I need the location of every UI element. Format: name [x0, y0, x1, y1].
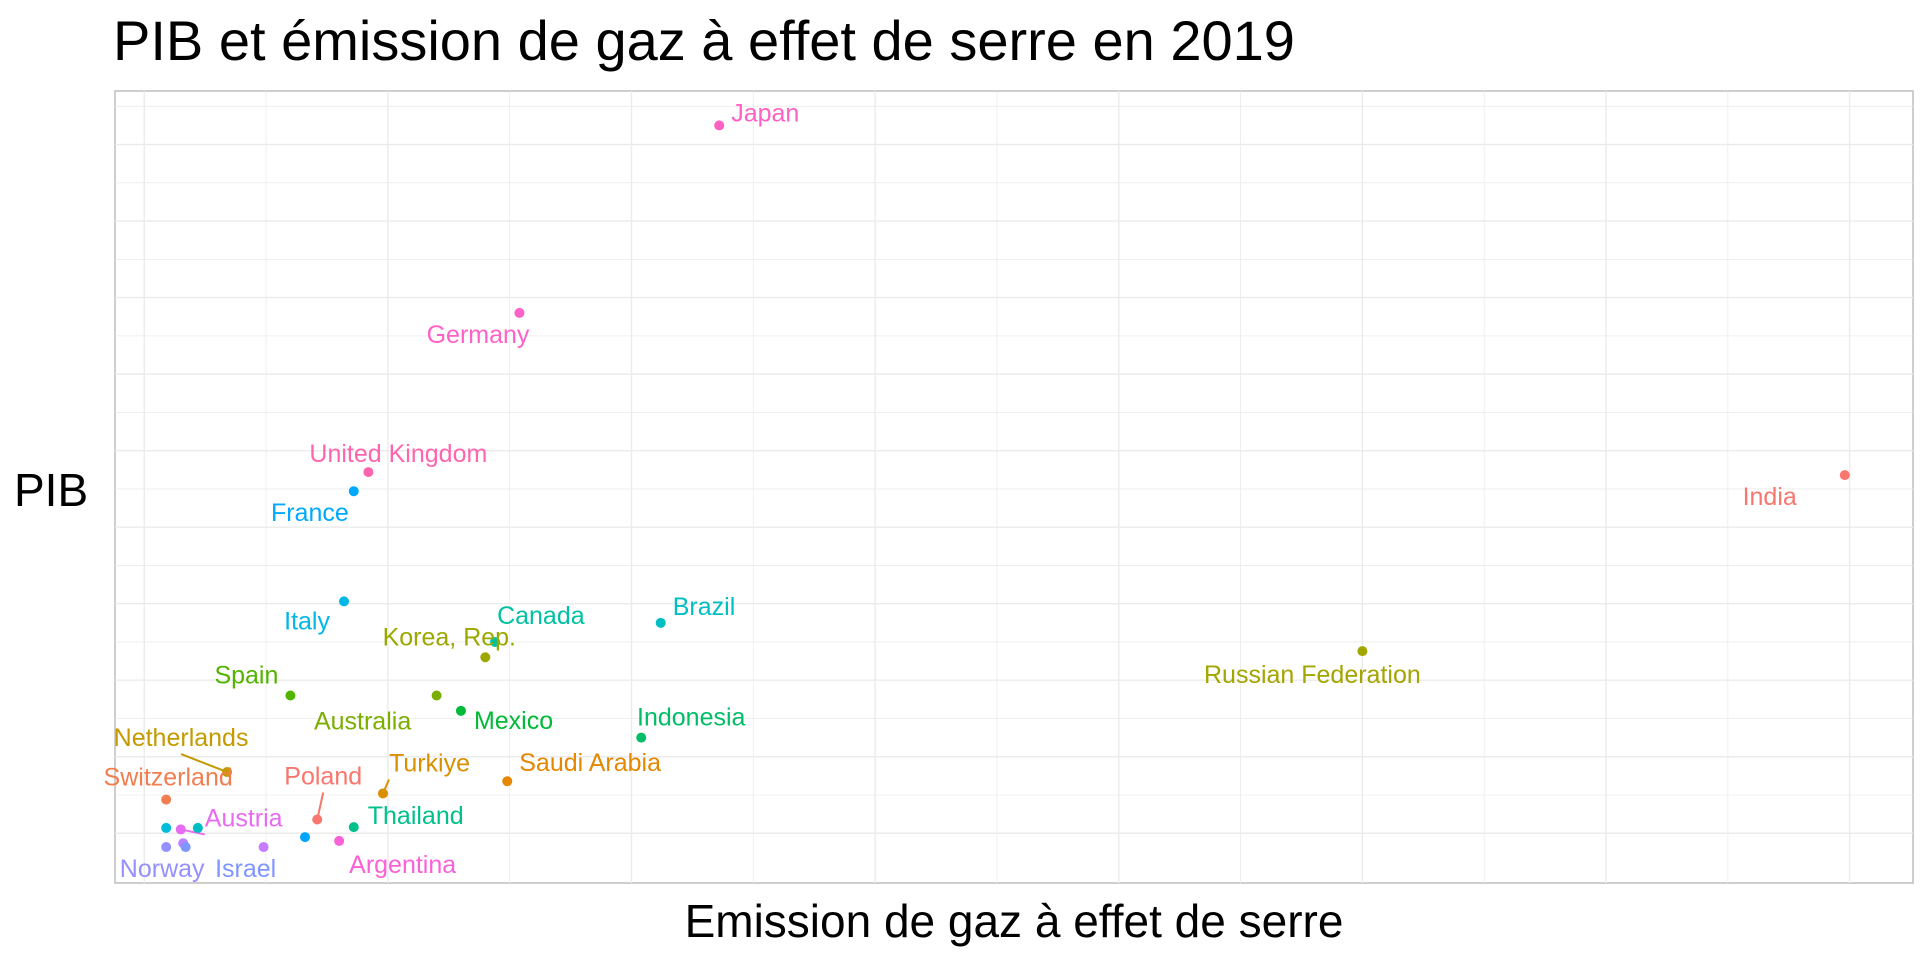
x-axis-title: Emission de gaz à effet de serre	[685, 895, 1344, 947]
data-point	[636, 732, 647, 743]
point-label: Turkiye	[389, 749, 470, 777]
point-label: Japan	[731, 99, 799, 127]
point-label: Italy	[284, 607, 330, 635]
data-point	[161, 842, 172, 853]
data-point	[161, 794, 172, 805]
data-point	[1357, 646, 1368, 657]
data-point	[455, 705, 466, 716]
data-point	[258, 842, 269, 853]
point-label: Australia	[314, 708, 411, 736]
point-label: United Kingdom	[309, 440, 487, 468]
data-point	[285, 690, 296, 701]
data-point	[180, 842, 191, 853]
data-point	[348, 822, 359, 833]
label-connector	[180, 753, 228, 773]
data-point	[300, 832, 311, 843]
data-points	[161, 120, 1850, 853]
point-label: Israel	[215, 855, 276, 883]
data-point	[502, 776, 513, 787]
y-axis-title: PIB	[14, 464, 88, 516]
data-point	[222, 767, 233, 778]
point-label: Korea, Rep.	[383, 623, 516, 651]
data-point	[431, 690, 442, 701]
chart-title: PIB et émission de gaz à effet de serre …	[113, 9, 1295, 72]
data-point	[334, 835, 345, 846]
data-point	[377, 788, 388, 799]
point-label: Netherlands	[114, 724, 249, 752]
point-label: France	[271, 499, 349, 527]
point-label: Austria	[205, 804, 283, 832]
data-point	[348, 486, 359, 497]
data-point	[312, 814, 323, 825]
plot-panel	[114, 90, 1914, 884]
point-label: Poland	[284, 762, 362, 790]
point-label: India	[1743, 483, 1797, 511]
point-labels: Japan Germany United Kingdom India France Ita…	[104, 99, 1797, 883]
point-label: Spain	[214, 662, 278, 690]
point-label: Germany	[427, 321, 530, 349]
data-point	[1839, 470, 1850, 481]
point-label: Thailand	[368, 802, 464, 830]
data-point	[714, 120, 725, 131]
data-point	[514, 307, 525, 318]
data-point	[490, 636, 501, 647]
data-point	[363, 467, 374, 478]
point-label: Russian Federation	[1204, 661, 1421, 689]
point-label: Brazil	[673, 593, 736, 621]
point-label: Argentina	[349, 851, 456, 879]
point-label: Canada	[497, 602, 585, 630]
point-label: Mexico	[474, 707, 553, 735]
data-point	[175, 824, 186, 835]
point-label: Switzerland	[104, 764, 233, 792]
data-point	[339, 596, 350, 607]
data-point	[192, 822, 203, 833]
data-point	[655, 617, 666, 628]
data-point	[161, 822, 172, 833]
point-label: Norway	[120, 855, 205, 883]
data-point	[480, 652, 491, 663]
point-label: Indonesia	[637, 704, 746, 732]
gridlines	[115, 91, 1913, 883]
point-label: Saudi Arabia	[519, 749, 661, 777]
